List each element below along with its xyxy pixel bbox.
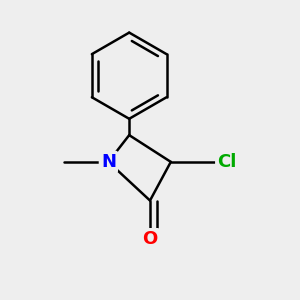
Text: O: O: [142, 230, 158, 248]
Text: Cl: Cl: [217, 153, 236, 171]
Text: N: N: [101, 153, 116, 171]
